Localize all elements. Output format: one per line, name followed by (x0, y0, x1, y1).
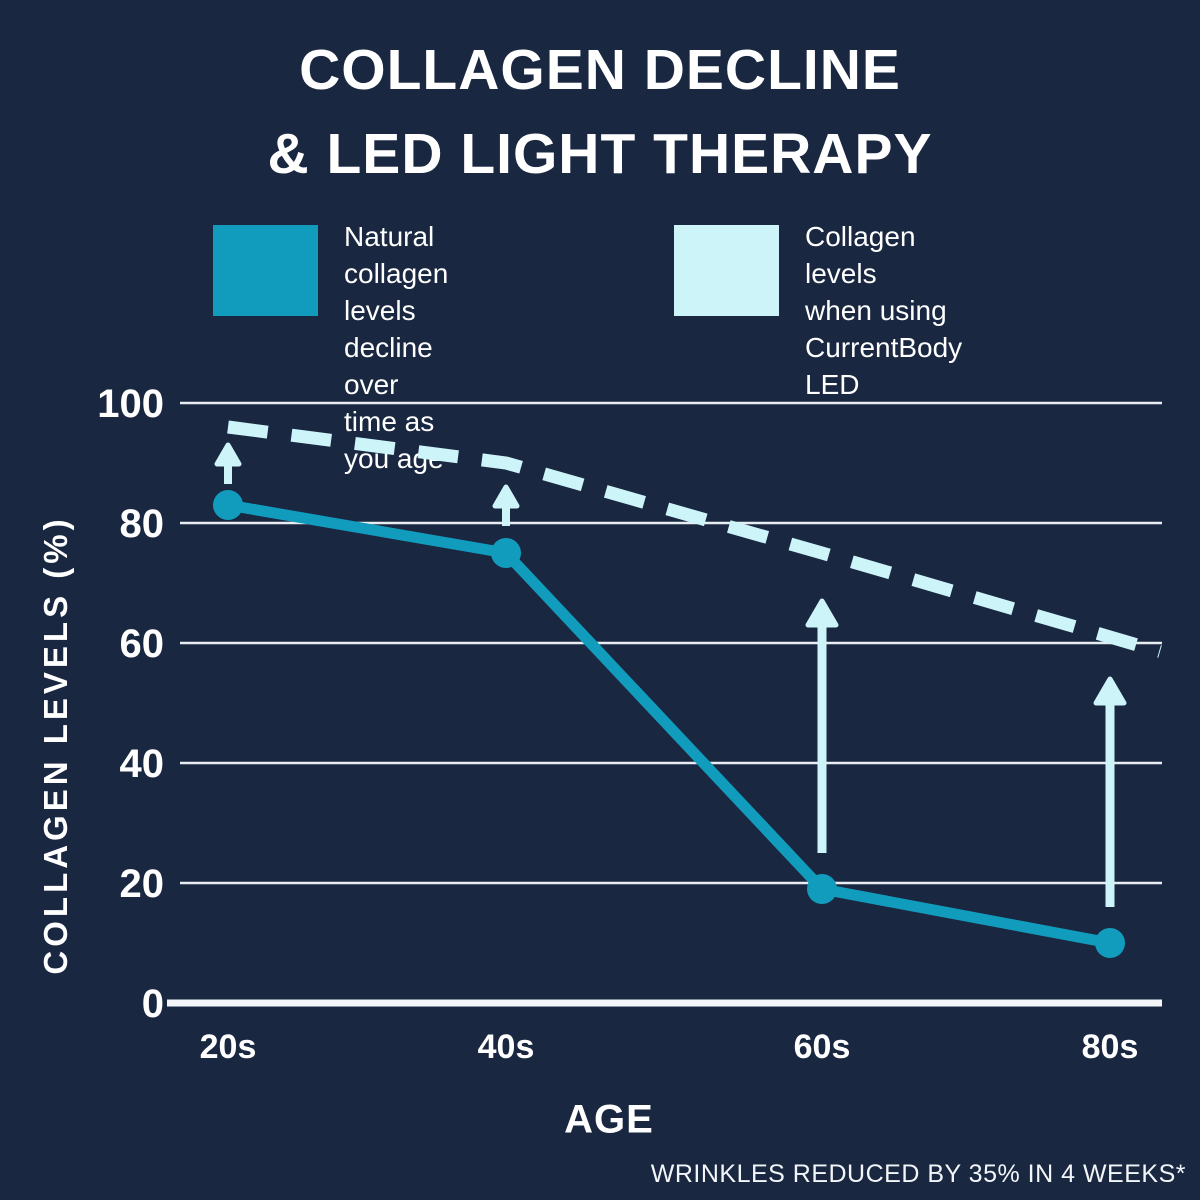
y-tick-label-20: 20 (120, 862, 165, 906)
boost-arrow-head-40s (492, 484, 520, 509)
legend-swatch-led-collagen (674, 225, 779, 316)
y-tick-label-100: 100 (97, 382, 164, 426)
legend-swatch-natural-collagen (213, 225, 318, 316)
x-tick-label-60s: 60s (794, 1028, 851, 1066)
chart-title-line-2: & LED LIGHT THERAPY (267, 122, 933, 186)
x-tick-label-80s: 80s (1082, 1028, 1139, 1066)
boost-arrow-head-20s (214, 442, 242, 467)
legend-item-natural-collagen: Natural collagen levels decline over tim… (213, 221, 448, 477)
chart-title: COLLAGEN DECLINE & LED LIGHT THERAPY (0, 28, 1200, 196)
x-tick-label-20s: 20s (200, 1028, 257, 1066)
y-tick-label-0: 0 (142, 982, 164, 1026)
x-axis-title: AGE (564, 1097, 654, 1142)
y-tick-label-40: 40 (120, 742, 165, 786)
legend-item-led-collagen: Collagen levels when using CurrentBody L… (674, 221, 962, 403)
legend-label-natural-collagen: Natural collagen levels decline over tim… (344, 221, 449, 474)
legend-label-led-collagen: Collagen levels when using CurrentBody L… (805, 221, 963, 400)
y-tick-label-60: 60 (120, 622, 165, 666)
y-axis-title: COLLAGEN LEVELS (%) (37, 515, 74, 975)
boost-arrow-head-80s (1093, 676, 1127, 706)
natural-collagen-point-80s (1095, 928, 1125, 958)
footnote: WRINKLES REDUCED BY 35% IN 4 WEEKS* (650, 1160, 1186, 1188)
natural-collagen-point-40s (491, 538, 521, 568)
boost-arrow-head-60s (805, 598, 839, 628)
natural-collagen-point-60s (807, 874, 837, 904)
natural-collagen-point-20s (213, 490, 243, 520)
y-tick-label-80: 80 (120, 502, 165, 546)
natural-collagen-solid-line (222, 499, 1116, 949)
x-tick-label-40s: 40s (478, 1028, 535, 1066)
chart-title-line-1: COLLAGEN DECLINE (299, 38, 901, 102)
led-collagen-dashed-line (227, 420, 1162, 658)
